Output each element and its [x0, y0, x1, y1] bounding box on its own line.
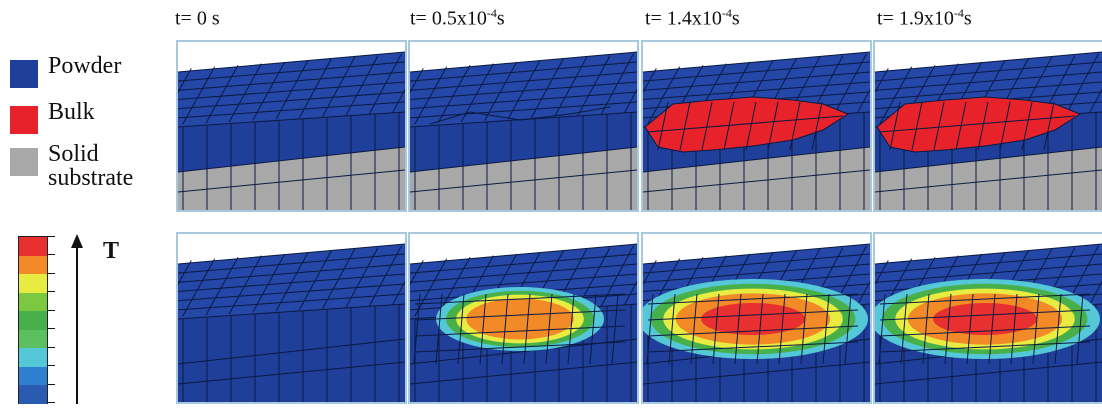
temperature-panel-t3 — [873, 232, 1102, 404]
time-label-0: t= 0 s — [175, 7, 220, 30]
time-label-3: t= 1.9x10-4s — [877, 6, 972, 30]
powder-front-face — [178, 112, 405, 172]
powder-front-face — [178, 304, 405, 402]
heat-mesh — [878, 293, 1091, 365]
powder-deformation — [429, 106, 611, 125]
bulk-swatch — [10, 106, 38, 134]
legend-powder-label: Powder — [48, 53, 122, 79]
colorbar-segment — [19, 255, 47, 275]
substrate-block — [643, 147, 870, 210]
substrate-block — [875, 147, 1102, 210]
temperature-panel-t2 — [641, 232, 872, 404]
time-label-1: t= 0.5x10-4s — [410, 6, 505, 30]
front-mesh — [178, 112, 405, 210]
substrate-block — [410, 147, 637, 210]
legend-bulk-label: Bulk — [48, 99, 95, 125]
bulk-mesh — [879, 101, 1076, 151]
colorbar-tick — [48, 309, 55, 311]
top-mesh — [410, 51, 637, 128]
colorbar-tick — [48, 291, 55, 293]
legend-bulk: Bulk — [10, 100, 95, 134]
legend-powder: Powder — [10, 54, 121, 88]
powder-swatch — [10, 60, 38, 88]
heat-mesh — [646, 293, 859, 365]
colorbar-tick — [48, 346, 55, 348]
bulk-mesh — [647, 101, 844, 151]
temperature-colorbar — [18, 236, 48, 404]
bulk-melt-region — [644, 96, 850, 153]
temperature-arrow-icon — [71, 234, 83, 404]
colorbar-segment — [19, 310, 47, 330]
phase-panel-t3 — [873, 40, 1102, 212]
front-mesh — [410, 112, 637, 210]
temperature-zone — [933, 303, 1037, 335]
colorbar-segment — [19, 329, 47, 349]
colorbar-tick — [48, 365, 55, 367]
colorbar-segment — [19, 347, 47, 367]
front-mesh — [178, 304, 405, 402]
colorbar-segment — [19, 384, 47, 404]
temperature-panel-t0 — [176, 232, 407, 404]
time-label-2: t= 1.4x10-4s — [645, 6, 740, 30]
substrate-block — [178, 147, 405, 210]
powder-front-face — [410, 112, 637, 172]
heat-mesh — [413, 293, 626, 365]
phase-panel-t0 — [176, 40, 407, 212]
temperature-axis-label: T — [103, 238, 120, 264]
legend-substrate: Solid substrate — [10, 142, 133, 190]
colorbar-tick — [48, 254, 55, 256]
legend-substrate-line2: substrate — [48, 165, 134, 191]
temperature-zone — [701, 303, 805, 335]
legend-substrate-label: Solid substrate — [48, 142, 133, 190]
colorbar-segment — [19, 366, 47, 386]
colorbar-tick — [48, 328, 55, 330]
bulk-melt-region — [876, 96, 1082, 153]
colorbar-tick — [48, 383, 55, 385]
phase-panel-t2 — [641, 40, 872, 212]
legend-substrate-line1: Solid — [48, 141, 99, 167]
phase-panel-t1 — [408, 40, 639, 212]
colorbar-tick — [48, 272, 55, 274]
temperature-panel-t1 — [408, 232, 639, 404]
substrate-swatch — [10, 148, 38, 176]
colorbar-tick — [48, 402, 55, 403]
top-mesh — [178, 243, 405, 320]
colorbar-segment — [19, 273, 47, 293]
colorbar-tick — [48, 236, 55, 237]
top-mesh — [178, 51, 405, 128]
colorbar-segment — [19, 292, 47, 312]
colorbar-segment — [19, 237, 47, 256]
